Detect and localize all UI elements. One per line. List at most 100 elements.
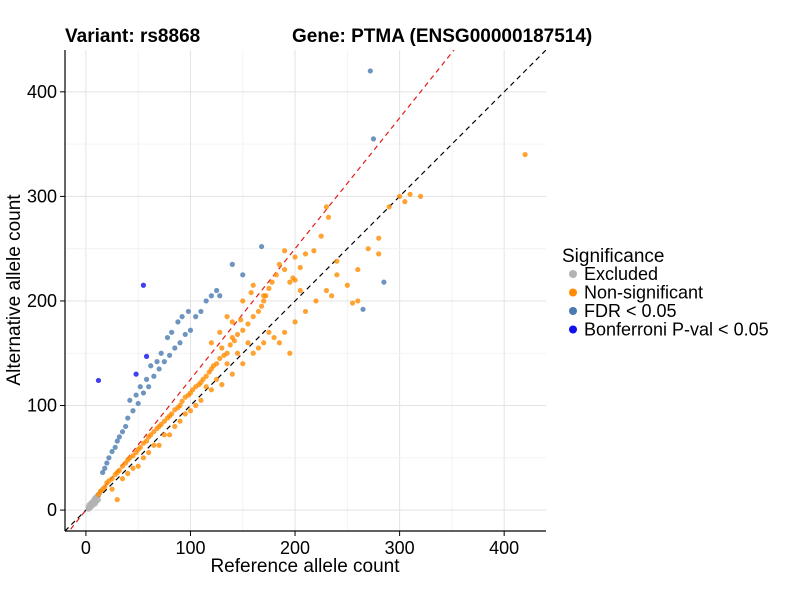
- point-non-significant: [146, 434, 152, 440]
- point-fdr-0-05: [198, 308, 204, 315]
- point-fdr-0-05: [154, 359, 160, 365]
- point-non-significant: [355, 298, 361, 304]
- point-non-significant: [135, 463, 141, 469]
- point-non-significant: [193, 402, 199, 409]
- point-non-significant: [313, 298, 319, 304]
- point-non-significant: [95, 491, 102, 498]
- x-tick-label: 300: [385, 538, 415, 558]
- point-fdr-0-05: [148, 363, 154, 369]
- point-non-significant: [125, 470, 131, 477]
- point-non-significant: [140, 455, 147, 461]
- point-non-significant: [318, 233, 324, 239]
- point-non-significant: [182, 411, 188, 417]
- point-fdr-0-05: [381, 279, 387, 285]
- point-non-significant: [104, 480, 110, 486]
- point-non-significant: [376, 251, 382, 257]
- point-non-significant: [261, 340, 267, 346]
- point-fdr-0-05: [161, 359, 167, 365]
- reference-lines: [65, 50, 546, 531]
- point-non-significant: [297, 264, 303, 271]
- legend-key-excluded: [569, 270, 577, 278]
- point-non-significant: [297, 287, 303, 294]
- x-tick-label: 400: [489, 538, 519, 558]
- axes: [64, 50, 546, 532]
- y-tick-label: 300: [27, 186, 57, 206]
- point-non-significant: [238, 317, 244, 323]
- legend-title: Significance: [562, 246, 664, 267]
- point-fdr-0-05: [158, 350, 164, 356]
- point-non-significant: [281, 266, 288, 273]
- point-fdr-0-05: [164, 334, 171, 341]
- legend-label: Excluded: [584, 264, 658, 284]
- point-non-significant: [292, 254, 298, 260]
- x-tick-label: 200: [280, 538, 310, 558]
- point-non-significant: [287, 350, 293, 356]
- point-non-significant: [219, 382, 225, 388]
- point-non-significant: [130, 465, 136, 471]
- point-fdr-0-05: [143, 376, 150, 382]
- point-fdr-0-05: [109, 448, 115, 455]
- point-non-significant: [114, 497, 120, 503]
- point-non-significant: [240, 361, 246, 367]
- point-non-significant: [156, 442, 162, 448]
- point-non-significant: [217, 329, 223, 335]
- point-fdr-0-05: [135, 400, 141, 407]
- point-fdr-0-05: [102, 465, 108, 471]
- point-non-significant: [281, 248, 288, 254]
- point-non-significant: [323, 204, 330, 210]
- point-fdr-0-05: [169, 329, 175, 335]
- point-non-significant: [292, 277, 298, 283]
- point-non-significant: [271, 334, 277, 341]
- point-fdr-0-05: [217, 293, 223, 299]
- x-axis-label: Reference allele count: [210, 556, 400, 577]
- point-non-significant: [234, 331, 241, 338]
- point-non-significant: [255, 308, 262, 315]
- point-fdr-0-05: [360, 306, 366, 312]
- point-non-significant: [177, 418, 183, 424]
- y-tick-label: 100: [27, 396, 57, 416]
- legend-key-bonferroni-p-val-0-05: [569, 325, 577, 334]
- point-fdr-0-05: [125, 415, 131, 421]
- point-fdr-0-05: [133, 392, 139, 398]
- point-non-significant: [219, 345, 225, 351]
- point-non-significant: [250, 282, 256, 288]
- point-fdr-0-05: [140, 390, 147, 396]
- point-non-significant: [281, 329, 288, 335]
- point-fdr-0-05: [182, 331, 188, 338]
- point-fdr-0-05: [106, 455, 112, 461]
- point-fdr-0-05: [123, 423, 129, 430]
- point-non-significant: [179, 398, 185, 404]
- point-non-significant: [407, 191, 413, 197]
- point-non-significant: [248, 289, 254, 296]
- point-non-significant: [258, 303, 265, 309]
- point-non-significant: [302, 308, 309, 315]
- point-non-significant: [355, 266, 361, 273]
- point-non-significant: [349, 300, 356, 306]
- point-non-significant: [402, 199, 408, 205]
- point-non-significant: [224, 361, 230, 367]
- point-non-significant: [206, 369, 212, 375]
- y-tick-label: 0: [47, 500, 57, 520]
- point-fdr-0-05: [146, 384, 152, 390]
- point-non-significant: [329, 293, 335, 299]
- point-non-significant: [140, 440, 147, 446]
- point-non-significant: [266, 285, 272, 292]
- point-bonferroni-p-val-0-05: [140, 282, 147, 288]
- point-non-significant: [376, 235, 382, 241]
- point-fdr-0-05: [179, 314, 185, 320]
- point-non-significant: [325, 214, 332, 220]
- point-non-significant: [334, 258, 340, 264]
- legend: Significance ExcludedNon-significantFDR …: [562, 246, 769, 340]
- point-non-significant: [386, 204, 392, 210]
- legend-label: Bonferroni P-val < 0.05: [584, 320, 769, 340]
- point-non-significant: [217, 355, 223, 362]
- point-non-significant: [273, 272, 279, 278]
- point-bonferroni-p-val-0-05: [133, 371, 139, 377]
- point-fdr-0-05: [127, 397, 133, 403]
- point-non-significant: [234, 350, 241, 356]
- point-non-significant: [109, 486, 115, 492]
- y-axis-ticks: 0 100 200 300 400: [27, 82, 65, 520]
- point-non-significant: [240, 298, 246, 304]
- point-fdr-0-05: [130, 408, 136, 414]
- point-non-significant: [255, 345, 262, 351]
